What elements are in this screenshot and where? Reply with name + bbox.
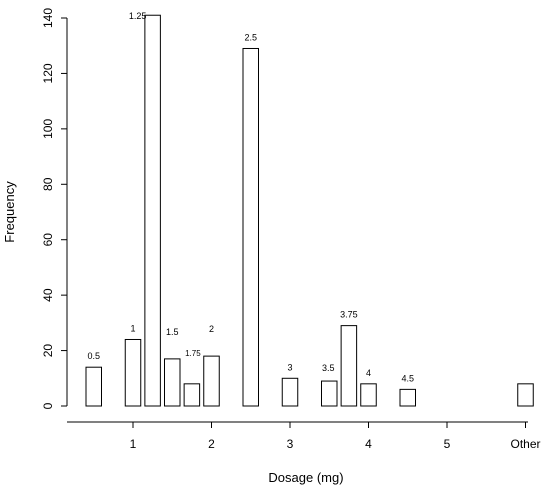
bar bbox=[321, 380, 338, 407]
x-tick-label: 3 bbox=[287, 437, 294, 451]
y-axis-title: Frequency bbox=[2, 181, 17, 243]
y-tick-label: 60 bbox=[41, 233, 55, 247]
bar-label: 0.5 bbox=[87, 351, 100, 361]
bar bbox=[399, 388, 416, 407]
bar-label: 1.75 bbox=[185, 349, 201, 358]
bar-label: 3.75 bbox=[340, 310, 358, 320]
bar bbox=[360, 383, 377, 407]
bar bbox=[242, 47, 259, 407]
bar bbox=[124, 338, 142, 407]
x-tick-label: 1 bbox=[130, 437, 137, 451]
y-tick-label: 80 bbox=[41, 177, 55, 191]
bar bbox=[183, 383, 201, 407]
y-tick-label: 140 bbox=[41, 8, 55, 28]
y-tick-label: 20 bbox=[41, 344, 55, 358]
y-tick-label: 40 bbox=[41, 288, 55, 302]
x-tick-label: 2 bbox=[208, 437, 215, 451]
x-tick-label: 5 bbox=[444, 437, 451, 451]
bar bbox=[340, 325, 358, 407]
y-tick-label: 100 bbox=[41, 119, 55, 139]
bar-label: 1 bbox=[130, 323, 135, 333]
bar-label: 3.5 bbox=[322, 363, 335, 373]
x-tick-label: Other bbox=[510, 437, 540, 451]
bar bbox=[281, 377, 299, 407]
y-tick-label: 0 bbox=[41, 402, 55, 409]
bar-label: 3 bbox=[287, 362, 292, 372]
bar bbox=[517, 383, 534, 407]
bar-label: 1.25 bbox=[129, 11, 147, 21]
bar bbox=[164, 358, 181, 407]
x-axis-ticks: 1 2 3 4 5 Other bbox=[130, 422, 541, 451]
y-tick-label: 120 bbox=[41, 63, 55, 83]
y-axis-ticks: 0 20 40 60 80 100 120 140 bbox=[41, 8, 67, 409]
bar bbox=[85, 366, 102, 407]
bar-label: 4.5 bbox=[401, 373, 414, 383]
x-axis-title: Dosage (mg) bbox=[268, 470, 343, 485]
x-tick-label: 4 bbox=[365, 437, 372, 451]
bar-label: 4 bbox=[366, 368, 371, 378]
bar bbox=[144, 14, 161, 407]
bar bbox=[203, 355, 220, 407]
plot-area: 0.5 1 1.25 1.5 1.75 2 2.5 3 3.5 3.75 4 4.5 bbox=[85, 11, 534, 407]
bar-label: 1.5 bbox=[166, 327, 179, 337]
bar-label: 2.5 bbox=[244, 32, 257, 42]
bar-label: 2 bbox=[209, 324, 214, 334]
